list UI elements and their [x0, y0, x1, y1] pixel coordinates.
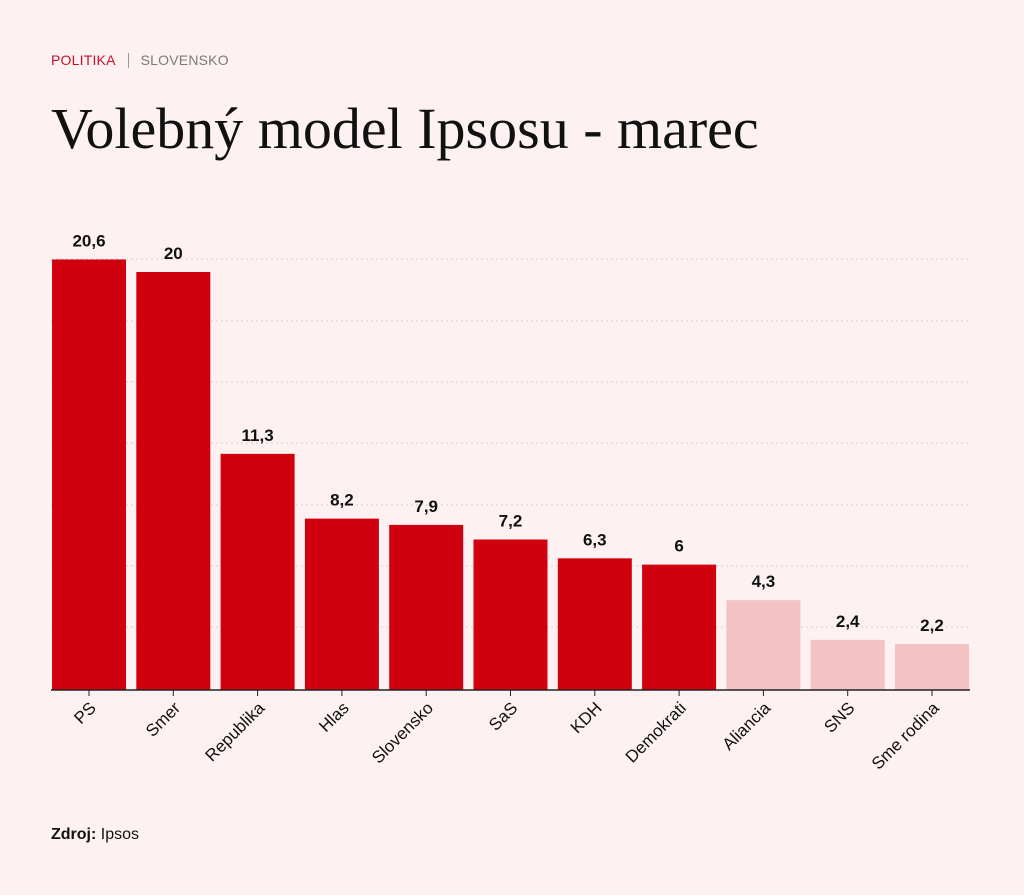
- x-tick-label: Republika: [202, 698, 269, 765]
- source-label: Zdroj:: [51, 826, 97, 843]
- data-label: 2,2: [920, 616, 944, 635]
- x-tick-label: Sme rodina: [868, 698, 943, 773]
- source-value: Ipsos: [100, 826, 140, 843]
- bar-sns[interactable]: [810, 639, 885, 690]
- x-tick-label: Slovensko: [368, 698, 437, 767]
- x-tick-label: PS: [70, 698, 99, 727]
- bar-smer[interactable]: [136, 272, 211, 690]
- category-divider: [127, 52, 129, 68]
- category-header: POLITIKA SLOVENSKO: [51, 52, 229, 68]
- bar-slovensko[interactable]: [389, 524, 464, 690]
- bar-ps[interactable]: [52, 259, 126, 690]
- bar-kdh[interactable]: [557, 558, 632, 690]
- bar-aliancia[interactable]: [726, 600, 801, 690]
- data-label: 4,3: [752, 572, 776, 591]
- data-label: 8,2: [330, 491, 354, 510]
- subcategory-link[interactable]: SLOVENSKO: [140, 52, 229, 68]
- x-tick-label: SNS: [820, 698, 858, 736]
- page-title: Volebný model Ipsosu - marec: [51, 96, 759, 161]
- x-tick-label: Demokrati: [622, 698, 690, 766]
- data-label: 7,2: [499, 512, 523, 531]
- x-tick-label: KDH: [567, 698, 606, 737]
- bar-sme-rodina[interactable]: [895, 644, 969, 690]
- data-label: 2,4: [836, 612, 860, 631]
- bar-sas[interactable]: [473, 539, 548, 690]
- bar-republika[interactable]: [220, 453, 295, 690]
- x-tick-label: Smer: [142, 698, 184, 740]
- source-note: Zdroj: Ipsos: [51, 826, 139, 844]
- data-label: 6,3: [583, 530, 607, 549]
- data-label: 6: [674, 537, 683, 556]
- data-label: 7,9: [414, 497, 438, 516]
- bar-hlas[interactable]: [304, 518, 379, 690]
- x-tick-label: SaS: [485, 698, 521, 734]
- data-label: 20,6: [72, 231, 105, 250]
- bar-demokrati[interactable]: [642, 564, 717, 690]
- x-tick-label: Hlas: [315, 698, 352, 735]
- data-label: 20: [164, 244, 183, 263]
- x-tick-label: Aliancia: [719, 698, 775, 754]
- category-link[interactable]: POLITIKA: [51, 52, 116, 68]
- data-label: 11,3: [242, 426, 274, 445]
